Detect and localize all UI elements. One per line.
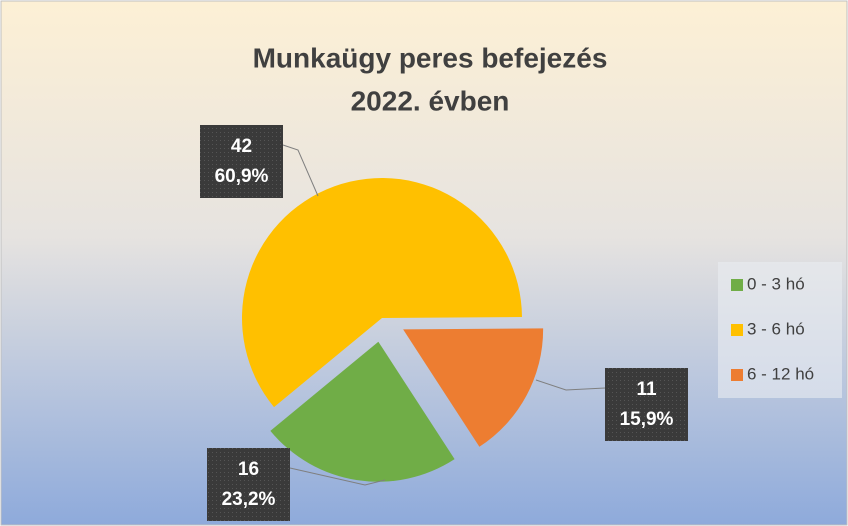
chart-title: Munkaügy peres befejezés (253, 42, 608, 73)
legend-swatch (731, 279, 743, 291)
pie-slice (270, 341, 455, 482)
data-label-box (605, 368, 688, 441)
legend-swatch (731, 369, 743, 381)
pie-slice (403, 328, 544, 447)
legend-label: 3 - 6 hó (747, 319, 805, 338)
data-label: 42 (231, 136, 252, 157)
data-label: 15,9% (620, 409, 674, 430)
data-label: 23,2% (222, 489, 276, 510)
leader-line (282, 144, 319, 197)
leader-line (289, 467, 386, 486)
data-label: 11 (636, 379, 657, 400)
chart-title: 2022. évben (351, 85, 510, 116)
data-label: 16 (238, 459, 259, 480)
pie-slice (242, 178, 522, 408)
data-label-box (207, 448, 290, 521)
legend-swatch (731, 324, 743, 336)
data-label-box (200, 125, 283, 198)
data-label: 60,9% (215, 166, 269, 187)
legend-label: 6 - 12 hó (747, 364, 814, 383)
leader-line (535, 379, 606, 391)
legend-label: 0 - 3 hó (747, 274, 805, 293)
